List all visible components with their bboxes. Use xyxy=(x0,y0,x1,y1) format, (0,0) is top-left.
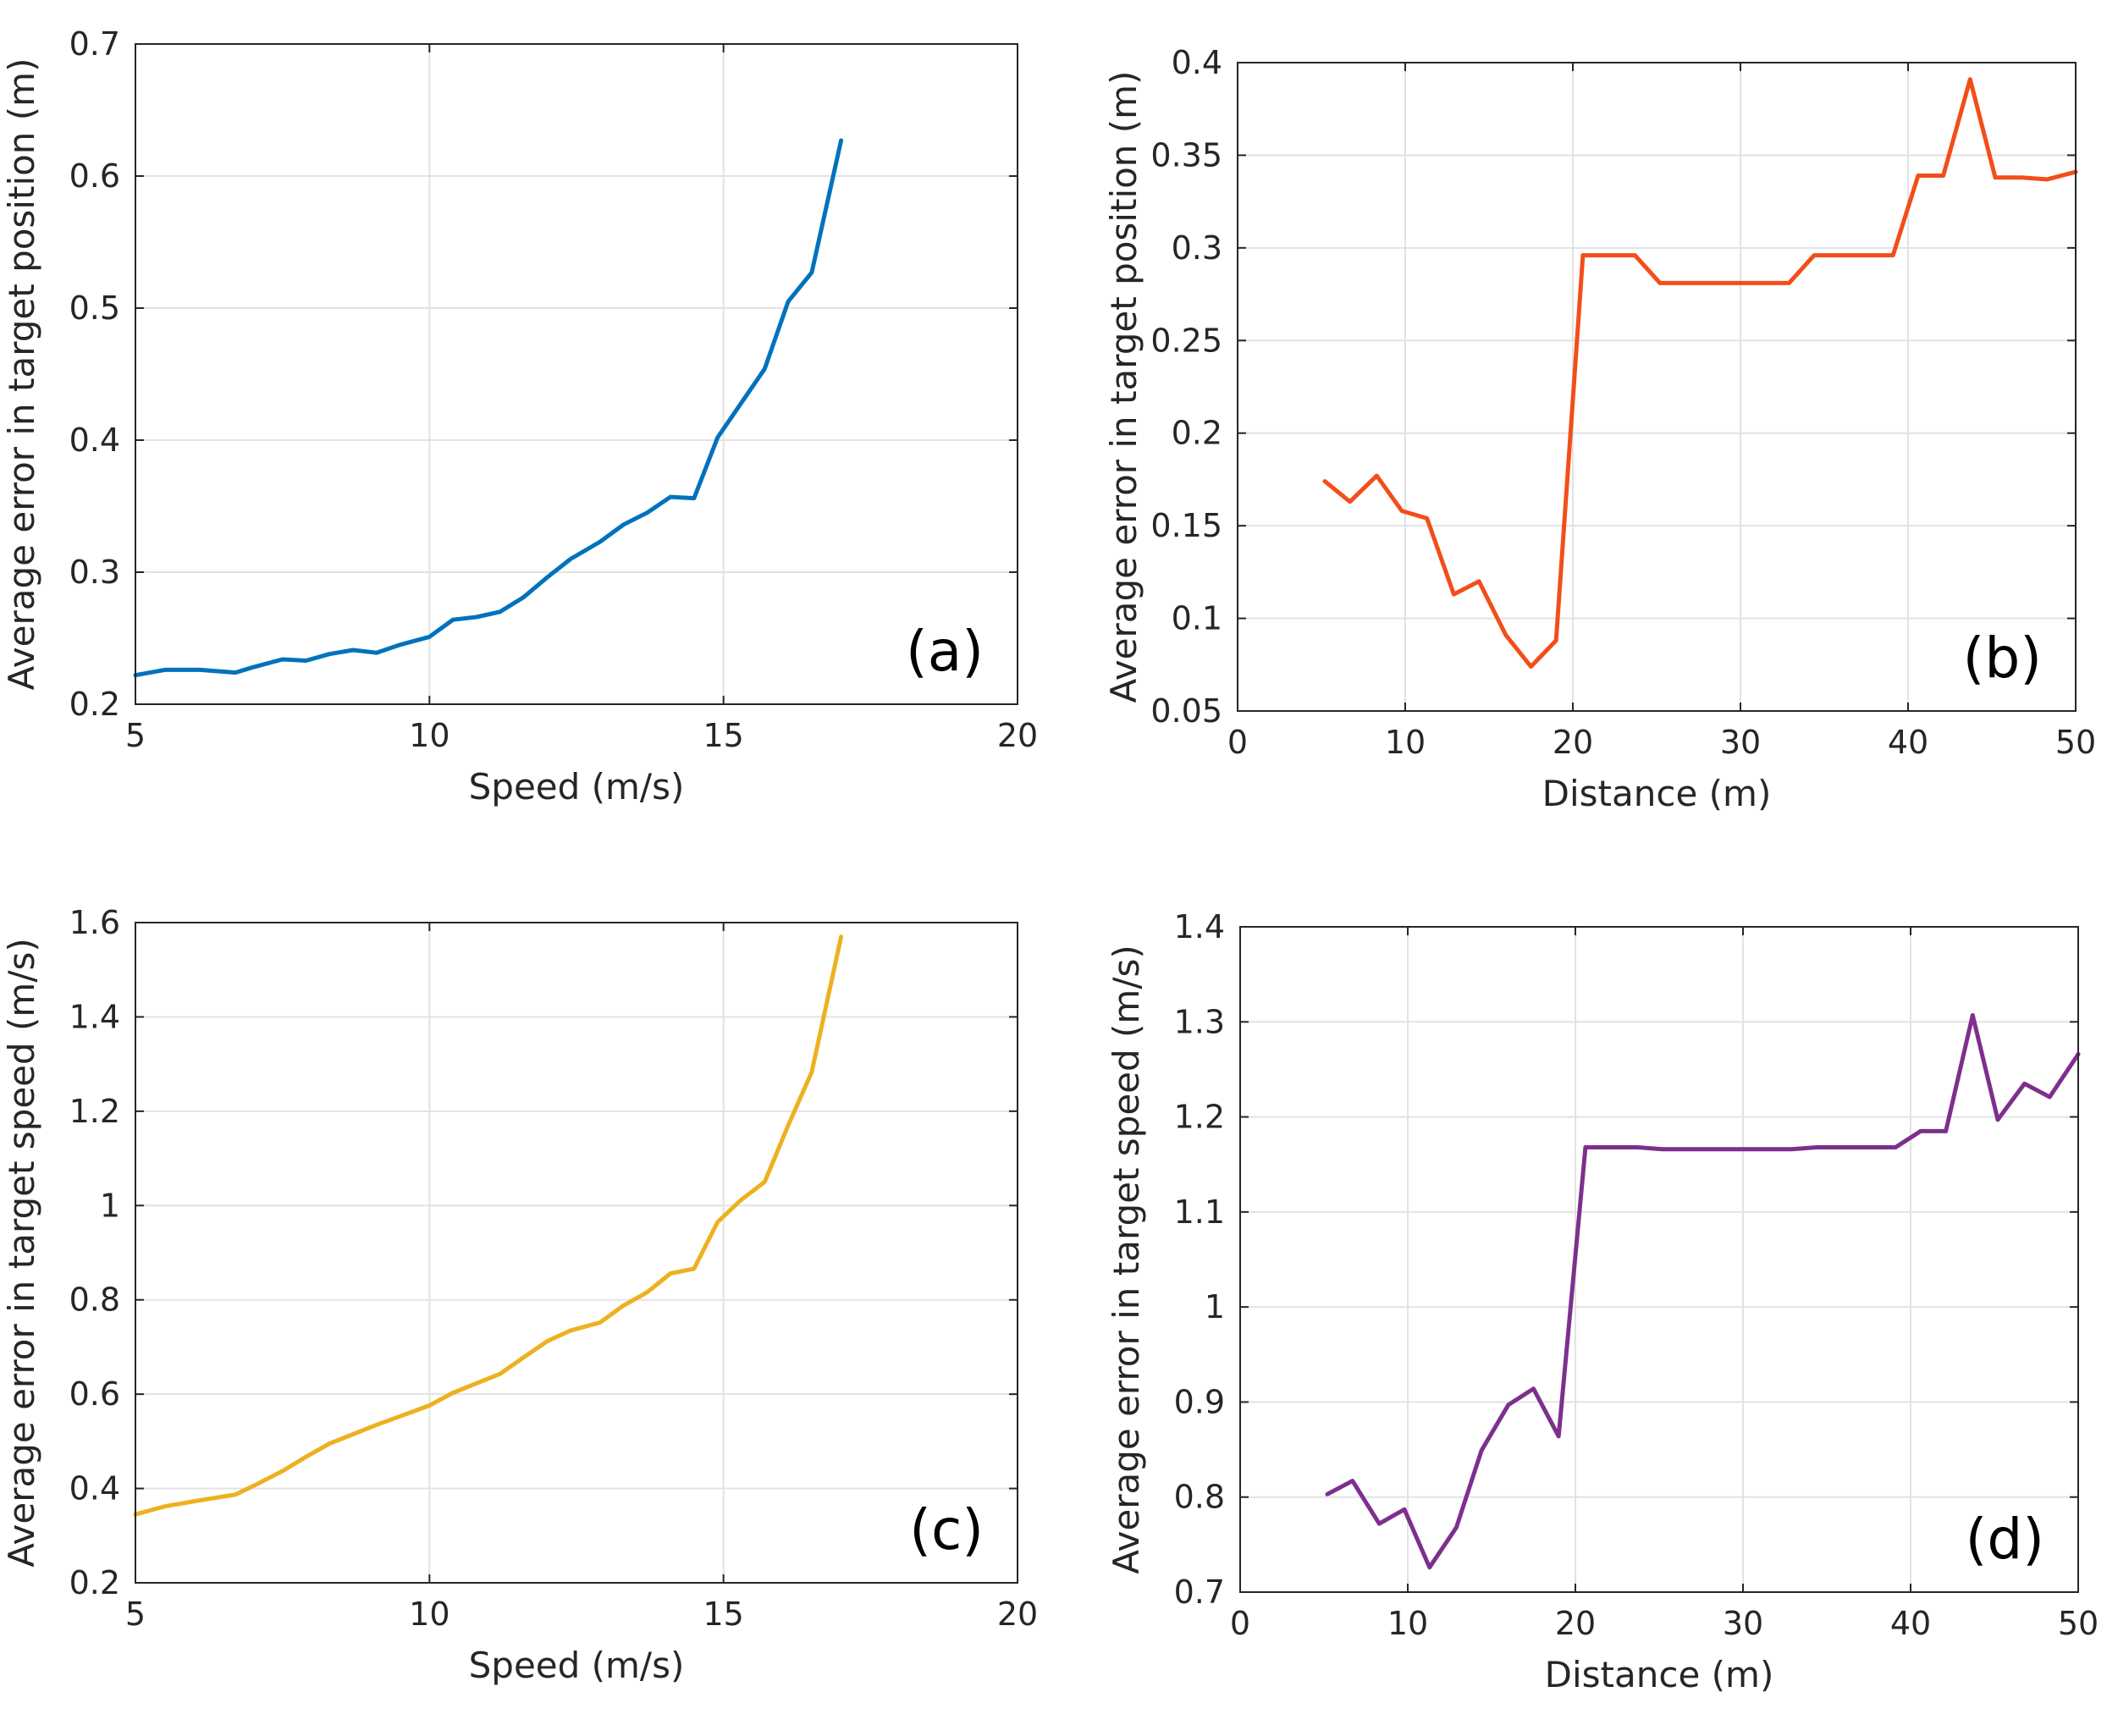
y-tick-label-b: 0.35 xyxy=(1150,136,1222,174)
x-tick-label-b: 40 xyxy=(1888,724,1928,761)
x-tick-label-b: 10 xyxy=(1385,724,1426,761)
x-tick-label-b: 30 xyxy=(1720,724,1761,761)
y-tick-label-c: 0.2 xyxy=(69,1564,120,1601)
y-tick-label-c: 0.8 xyxy=(69,1281,120,1319)
plot-area-a xyxy=(135,44,1018,704)
axes-frame-b xyxy=(1237,62,2077,712)
x-tick-label-a: 5 xyxy=(125,717,146,754)
x-tick-label-d: 0 xyxy=(1230,1605,1250,1642)
panel-label-a: (a) xyxy=(906,619,984,684)
y-tick-label-d: 1.4 xyxy=(1174,908,1225,945)
y-tick-label-d: 1.3 xyxy=(1174,1003,1225,1040)
x-tick-label-c: 15 xyxy=(703,1595,743,1633)
x-tick-label-c: 20 xyxy=(997,1595,1038,1633)
axes-frame-a xyxy=(135,43,1018,705)
panel-label-b: (b) xyxy=(1963,626,2042,691)
y-tick-label-b: 0.3 xyxy=(1172,229,1222,267)
panel-a: 5 10 15 20 0.2 0.3 0.4 0.5 0.6 0.7 Speed (m/s) Aver… xyxy=(1,25,1038,807)
x-tick-label-d: 10 xyxy=(1387,1605,1428,1642)
x-tick-label-c: 10 xyxy=(409,1595,450,1633)
x-tick-label-b: 0 xyxy=(1227,724,1248,761)
x-axis-label-c: Speed (m/s) xyxy=(469,1645,685,1686)
y-tick-label-a: 0.4 xyxy=(69,422,120,459)
y-tick-label-a: 0.6 xyxy=(69,157,120,195)
x-tick-label-d: 20 xyxy=(1555,1605,1596,1642)
y-tick-label-c: 1.6 xyxy=(69,904,120,941)
y-tick-label-d: 0.8 xyxy=(1174,1479,1225,1516)
panel-label-c: (c) xyxy=(909,1497,984,1562)
y-tick-label-a: 0.3 xyxy=(69,554,120,591)
x-tick-label-d: 50 xyxy=(2058,1605,2099,1642)
panel-b: 0 10 20 30 40 50 0.05 0.1 0.15 0.2 0.25 0.3 0.35 0.4 D… xyxy=(1103,44,2096,814)
plot-area-d xyxy=(1240,927,2078,1592)
y-tick-label-b: 0.25 xyxy=(1150,322,1222,359)
y-tick-label-a: 0.7 xyxy=(69,25,120,63)
y-tick-label-b: 0.1 xyxy=(1172,600,1222,637)
x-tick-label-b: 20 xyxy=(1553,724,1593,761)
y-tick-label-c: 1 xyxy=(100,1187,120,1224)
x-tick-label-c: 5 xyxy=(125,1595,146,1633)
y-tick-label-b: 0.05 xyxy=(1150,692,1222,730)
plot-area-c xyxy=(135,923,1018,1583)
x-tick-label-a: 15 xyxy=(703,717,743,754)
y-tick-label-d: 0.7 xyxy=(1174,1573,1225,1611)
y-axis-label-d: Average error in target speed (m/s) xyxy=(1106,945,1147,1574)
x-axis-label-b: Distance (m) xyxy=(1542,773,1772,814)
y-tick-label-a: 0.2 xyxy=(69,686,120,723)
data-line-a xyxy=(133,138,844,678)
data-line-d xyxy=(1325,1012,2081,1570)
axes-frame-c xyxy=(135,922,1018,1584)
y-tick-label-d: 1.1 xyxy=(1174,1193,1225,1231)
y-tick-label-a: 0.5 xyxy=(69,289,120,327)
x-tick-label-a: 10 xyxy=(409,717,450,754)
y-tick-label-c: 1.2 xyxy=(69,1093,120,1130)
y-tick-label-b: 0.2 xyxy=(1172,415,1222,452)
y-axis-label-c: Average error in target speed (m/s) xyxy=(1,938,42,1568)
y-tick-label-c: 0.6 xyxy=(69,1375,120,1413)
x-axis-label-d: Distance (m) xyxy=(1545,1654,1774,1695)
y-tick-label-d: 1 xyxy=(1205,1288,1225,1325)
y-tick-label-d: 0.9 xyxy=(1174,1383,1225,1420)
panel-c: 5 10 15 20 0.2 0.4 0.6 0.8 1 1.2 1.4 1.6 Speed (m/s)… xyxy=(1,904,1038,1686)
x-tick-label-b: 50 xyxy=(2055,724,2096,761)
y-axis-label-b: Average error in target position (m) xyxy=(1103,71,1144,703)
y-tick-label-c: 1.4 xyxy=(69,998,120,1035)
y-tick-label-c: 0.4 xyxy=(69,1470,120,1507)
panel-d: 0 10 20 30 40 50 0.7 0.8 0.9 1 1.1 1.2 1.3 1.4 Distanc… xyxy=(1106,908,2099,1695)
y-tick-label-b: 0.15 xyxy=(1150,507,1222,544)
panel-label-d: (d) xyxy=(1966,1507,2044,1572)
data-line-b xyxy=(1322,77,2078,669)
x-tick-label-a: 20 xyxy=(997,717,1038,754)
x-tick-label-d: 30 xyxy=(1723,1605,1763,1642)
data-line-c xyxy=(133,934,844,1517)
axes-frame-d xyxy=(1239,926,2079,1593)
y-axis-label-a: Average error in target position (m) xyxy=(1,58,42,691)
x-axis-label-a: Speed (m/s) xyxy=(469,766,685,807)
plot-area-b xyxy=(1238,63,2076,711)
y-tick-label-d: 1.2 xyxy=(1174,1099,1225,1136)
y-tick-label-b: 0.4 xyxy=(1172,44,1222,81)
x-tick-label-d: 40 xyxy=(1890,1605,1931,1642)
